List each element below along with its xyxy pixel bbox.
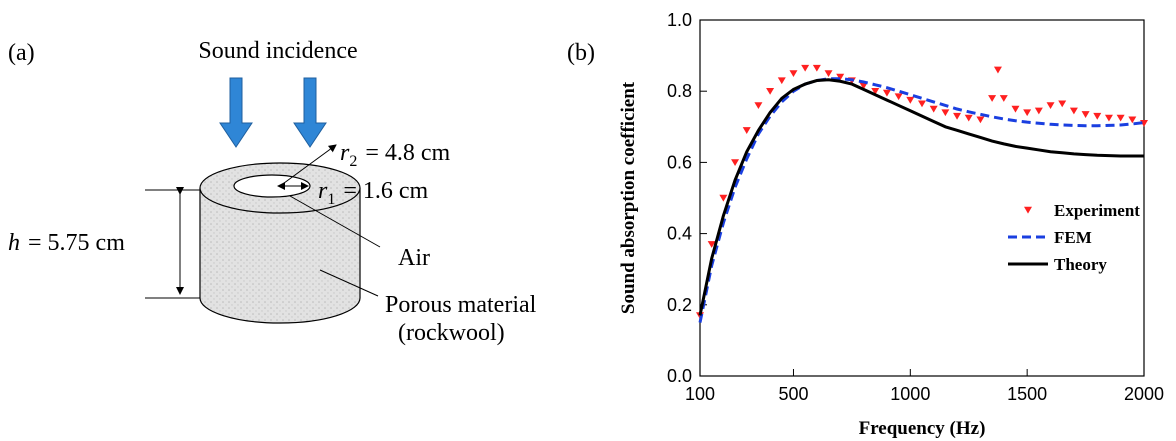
- series-line: [698, 78, 1144, 316]
- experiment-marker: [1081, 111, 1090, 118]
- outer-radius-label: r2 = 4.8 cm: [340, 140, 451, 170]
- experiment-marker: [1069, 107, 1078, 115]
- y-axis-title: Sound absorption coefficient: [618, 81, 639, 314]
- experiment-marker: [1011, 105, 1020, 113]
- x-tick-label: 1500: [1007, 384, 1047, 404]
- series-line: [698, 77, 1145, 323]
- x-tick-label: 500: [778, 384, 808, 404]
- experiment-marker: [953, 112, 962, 120]
- legend-label: FEM: [1054, 228, 1092, 247]
- material-label: Porous material: [385, 292, 537, 318]
- y-tick-label: 0.8: [667, 81, 692, 101]
- height-label: h = 5.75 cm: [8, 230, 125, 256]
- legend-label: Theory: [1054, 255, 1107, 274]
- x-tick-label: 1000: [890, 384, 930, 404]
- experiment-marker: [1104, 114, 1113, 122]
- experiment-marker: [1116, 114, 1125, 122]
- experiment-marker: [707, 241, 716, 248]
- experiment-marker: [964, 114, 973, 122]
- experiment-marker: [999, 95, 1008, 102]
- experiment-marker: [836, 73, 845, 81]
- experiment-marker: [929, 105, 938, 113]
- x-tick-label: 2000: [1124, 384, 1164, 404]
- y-tick-label: 0.2: [667, 295, 692, 315]
- experiment-marker: [754, 102, 763, 110]
- y-tick-label: 0.0: [667, 366, 692, 386]
- experiment-marker: [894, 93, 903, 101]
- experiment-marker: [859, 82, 868, 90]
- x-tick-label: 100: [685, 384, 715, 404]
- experiment-marker: [1023, 109, 1032, 117]
- legend-marker: [1024, 206, 1032, 214]
- experiment-marker: [1128, 116, 1137, 124]
- y-tick-label: 1.0: [667, 10, 692, 30]
- experiment-marker: [918, 100, 926, 108]
- experiment-marker: [789, 70, 798, 77]
- x-axis-title: Frequency (Hz): [859, 418, 986, 439]
- experiment-marker: [988, 95, 997, 102]
- experiment-marker: [976, 116, 985, 124]
- experiment-marker: [941, 109, 950, 117]
- experiment-marker: [766, 88, 775, 95]
- experiment-marker: [777, 77, 786, 85]
- experiment-marker: [871, 88, 880, 95]
- panel-label: (a): [8, 40, 35, 66]
- experiment-marker: [719, 194, 728, 202]
- legend-label: Experiment: [1054, 201, 1140, 220]
- material-label: (rockwool): [398, 320, 505, 346]
- incidence-label: Sound incidence: [198, 38, 357, 64]
- cylinder: [199, 162, 361, 324]
- experiment-marker: [993, 66, 1002, 74]
- experiment-marker: [1058, 100, 1067, 108]
- inner-radius-label: r1 = 1.6 cm: [318, 178, 429, 208]
- incidence-arrows: [219, 77, 327, 148]
- experiment-marker: [742, 127, 751, 134]
- experiment-marker: [1093, 112, 1102, 120]
- y-tick-label: 0.4: [667, 224, 692, 244]
- experiment-marker: [812, 64, 821, 72]
- dimension-lines: [145, 144, 381, 299]
- panel-label: (b): [567, 40, 595, 66]
- experiment-marker: [801, 64, 810, 72]
- experiment-marker: [731, 159, 740, 166]
- experiment-marker: [882, 89, 891, 97]
- y-tick-label: 0.6: [667, 152, 692, 172]
- experiment-marker: [1046, 102, 1055, 110]
- experiment-marker: [824, 70, 833, 77]
- air-label: Air: [398, 245, 430, 271]
- plot-frame: [699, 19, 1145, 377]
- experiment-marker: [906, 96, 915, 104]
- experiment-marker: [1034, 107, 1043, 115]
